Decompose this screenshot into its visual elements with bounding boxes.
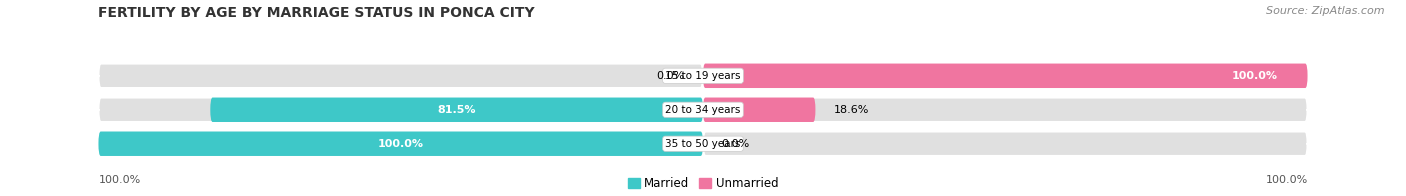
FancyBboxPatch shape — [703, 98, 815, 122]
Text: 100.0%: 100.0% — [1265, 175, 1308, 185]
Text: 100.0%: 100.0% — [378, 139, 423, 149]
Text: 0.0%: 0.0% — [721, 139, 749, 149]
Text: 100.0%: 100.0% — [98, 175, 141, 185]
FancyBboxPatch shape — [703, 132, 1308, 156]
FancyBboxPatch shape — [98, 132, 703, 156]
Text: 35 to 50 years: 35 to 50 years — [665, 139, 741, 149]
FancyBboxPatch shape — [703, 64, 1308, 88]
FancyBboxPatch shape — [211, 98, 703, 122]
Text: 18.6%: 18.6% — [834, 105, 869, 115]
FancyBboxPatch shape — [98, 132, 703, 156]
FancyBboxPatch shape — [98, 98, 703, 122]
Legend: Married, Unmarried: Married, Unmarried — [628, 177, 778, 190]
Text: 20 to 34 years: 20 to 34 years — [665, 105, 741, 115]
FancyBboxPatch shape — [703, 64, 1308, 88]
Text: 81.5%: 81.5% — [437, 105, 475, 115]
Text: 15 to 19 years: 15 to 19 years — [665, 71, 741, 81]
FancyBboxPatch shape — [98, 64, 703, 88]
Text: Source: ZipAtlas.com: Source: ZipAtlas.com — [1267, 6, 1385, 16]
Text: 0.0%: 0.0% — [657, 71, 685, 81]
Text: FERTILITY BY AGE BY MARRIAGE STATUS IN PONCA CITY: FERTILITY BY AGE BY MARRIAGE STATUS IN P… — [98, 6, 536, 20]
FancyBboxPatch shape — [703, 98, 1308, 122]
Text: 100.0%: 100.0% — [1232, 71, 1278, 81]
